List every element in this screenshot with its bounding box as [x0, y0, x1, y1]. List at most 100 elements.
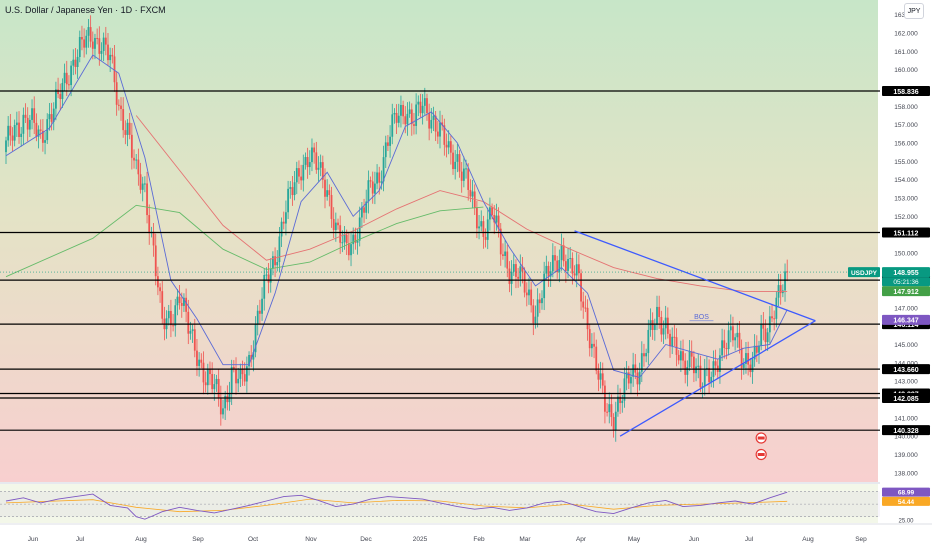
candle-body [504, 251, 506, 256]
level-price-label: 140.328 [893, 428, 918, 435]
candle-body [755, 345, 758, 353]
price-tick-label: 139.000 [894, 452, 918, 459]
time-axis-label: Jun [689, 536, 700, 543]
candle-body [113, 56, 116, 83]
candle-body [137, 159, 140, 175]
candle-body [391, 114, 394, 137]
rsi-value-label: 68.99 [898, 490, 915, 497]
candle-body [571, 258, 574, 274]
candle-body [543, 273, 546, 299]
candle-body [48, 114, 51, 120]
candle-body [508, 268, 511, 284]
price-tick-label: 157.000 [894, 122, 918, 129]
candle-body [575, 264, 578, 276]
time-axis-label: Nov [305, 536, 317, 543]
candle-body [263, 275, 266, 299]
candle-body [376, 172, 378, 184]
candle-body [354, 234, 357, 243]
rsi-line [5, 491, 788, 520]
triangle-lower-line[interactable] [619, 320, 816, 437]
candle-body [174, 305, 177, 326]
candle-body [675, 337, 678, 355]
candle-body [313, 147, 316, 153]
candle-body [517, 276, 520, 279]
candle-body [729, 326, 732, 331]
candle-body [632, 364, 635, 377]
candle-body [126, 122, 129, 135]
candle-body [389, 136, 391, 146]
candle-body [282, 221, 285, 224]
candle-body [690, 351, 693, 357]
candle-body [128, 122, 131, 135]
candle-body [289, 187, 292, 189]
candle-body [213, 384, 216, 390]
candle-body [85, 35, 88, 48]
price-tick-label: 155.000 [894, 159, 918, 166]
candle-body [562, 245, 565, 262]
candle-body [111, 54, 114, 57]
candle-body [497, 215, 500, 229]
price-tick-label: 141.000 [894, 415, 918, 422]
candle-body [432, 115, 435, 120]
candle-body [20, 133, 23, 138]
candle-body [384, 142, 387, 158]
candle-body [91, 41, 94, 49]
candle-body [206, 369, 209, 386]
triangle-upper-line[interactable] [574, 230, 816, 322]
candle-body [133, 157, 135, 161]
time-axis-label: Oct [248, 536, 258, 543]
candle-body [630, 376, 632, 384]
candle-body [9, 125, 12, 136]
candle-body [50, 114, 53, 122]
candle-body [157, 276, 159, 288]
candle-body [480, 221, 483, 227]
candle-body [306, 157, 309, 168]
candle-body [248, 354, 250, 367]
candle-body [402, 104, 405, 117]
candle-body [762, 323, 765, 329]
candle-body [337, 222, 339, 226]
price-pane-background [0, 0, 878, 482]
candle-body [356, 240, 359, 243]
candle-body [625, 372, 628, 379]
candle-body [482, 221, 485, 237]
price-tick-label: 162.000 [894, 30, 918, 37]
candle-body [178, 296, 181, 303]
candle-body [63, 72, 66, 83]
candle-body [421, 105, 424, 114]
candle-body [528, 289, 530, 296]
candle-body [499, 228, 502, 255]
candle-body [250, 354, 253, 360]
candle-body [697, 365, 700, 367]
candle-body [545, 265, 548, 274]
candle-body [688, 351, 691, 368]
candle-body [152, 231, 155, 246]
candle-body [393, 112, 396, 115]
candle-body [662, 328, 665, 335]
candle-body [419, 101, 422, 114]
candle-body [44, 140, 46, 143]
candle-body [70, 65, 72, 86]
level-price-badge [882, 227, 930, 238]
candle-body [627, 372, 630, 384]
candle-body [584, 307, 587, 309]
currency-button[interactable]: JPY [904, 3, 924, 19]
candle-body [261, 298, 263, 314]
candle-body [224, 396, 227, 409]
candle-body [280, 221, 283, 237]
time-axis-label: 2025 [413, 536, 428, 543]
candle-body [612, 417, 615, 430]
price-tick-label: 147.000 [894, 305, 918, 312]
candle-body [387, 142, 389, 146]
candle-body [619, 396, 622, 404]
candle-body [76, 56, 79, 67]
time-axis-label: Feb [473, 536, 485, 543]
candle-body [495, 215, 498, 223]
candle-body [436, 131, 439, 137]
candle-body [623, 378, 626, 401]
candle-body [695, 366, 697, 374]
candle-body [699, 365, 702, 388]
candle-body [107, 44, 109, 61]
time-axis-label: May [628, 536, 641, 543]
